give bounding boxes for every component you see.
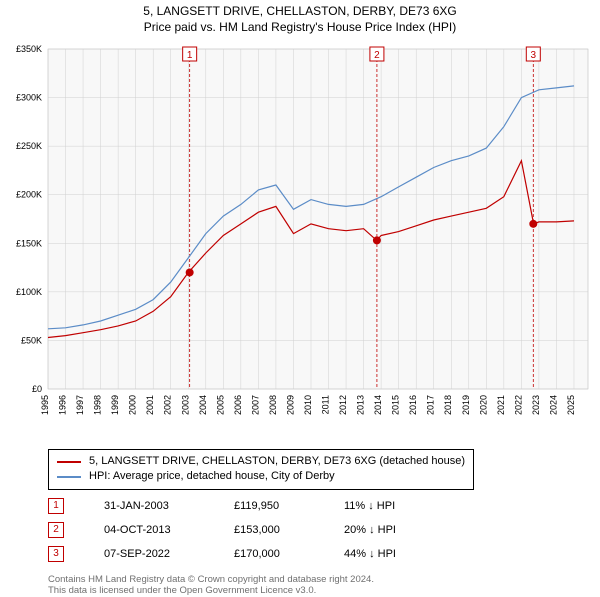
sale-delta: 44% ↓ HPI bbox=[344, 548, 434, 560]
svg-text:2013: 2013 bbox=[356, 395, 366, 415]
legend-swatch bbox=[57, 461, 81, 463]
svg-text:2009: 2009 bbox=[285, 395, 295, 415]
svg-text:£200K: £200K bbox=[16, 190, 42, 200]
svg-text:2000: 2000 bbox=[128, 395, 138, 415]
title-line-2: Price paid vs. HM Land Registry's House … bbox=[0, 20, 600, 36]
copyright-line-1: Contains HM Land Registry data © Crown c… bbox=[48, 574, 374, 585]
sale-row: 1 31-JAN-2003 £119,950 11% ↓ HPI bbox=[48, 494, 434, 518]
svg-text:2011: 2011 bbox=[321, 395, 331, 414]
svg-text:£50K: £50K bbox=[21, 335, 42, 345]
svg-text:£300K: £300K bbox=[16, 93, 42, 103]
svg-text:1998: 1998 bbox=[93, 395, 103, 415]
svg-text:2008: 2008 bbox=[268, 395, 278, 415]
svg-text:2001: 2001 bbox=[145, 395, 155, 415]
legend-swatch bbox=[57, 476, 81, 478]
svg-text:2004: 2004 bbox=[198, 395, 208, 415]
legend-label: HPI: Average price, detached house, City… bbox=[89, 469, 335, 484]
svg-text:2018: 2018 bbox=[443, 395, 453, 415]
svg-text:2003: 2003 bbox=[180, 395, 190, 415]
sale-date: 07-SEP-2022 bbox=[104, 548, 194, 560]
svg-text:£100K: £100K bbox=[16, 287, 42, 297]
svg-text:2007: 2007 bbox=[250, 395, 260, 415]
sale-price: £170,000 bbox=[234, 548, 304, 560]
svg-text:1: 1 bbox=[187, 50, 193, 61]
sale-row: 2 04-OCT-2013 £153,000 20% ↓ HPI bbox=[48, 518, 434, 542]
sale-price: £153,000 bbox=[234, 524, 304, 536]
legend-item: 5, LANGSETT DRIVE, CHELLASTON, DERBY, DE… bbox=[57, 454, 465, 469]
sale-price: £119,950 bbox=[234, 500, 304, 512]
svg-text:2010: 2010 bbox=[303, 395, 313, 415]
svg-text:£150K: £150K bbox=[16, 238, 42, 248]
svg-text:1996: 1996 bbox=[58, 395, 68, 415]
title-line-1: 5, LANGSETT DRIVE, CHELLASTON, DERBY, DE… bbox=[0, 4, 600, 20]
sales-table: 1 31-JAN-2003 £119,950 11% ↓ HPI 2 04-OCT-201… bbox=[48, 494, 434, 566]
svg-text:1995: 1995 bbox=[40, 395, 50, 415]
sale-marker: 1 bbox=[48, 498, 64, 514]
sale-marker: 2 bbox=[48, 522, 64, 538]
svg-text:2014: 2014 bbox=[373, 395, 383, 415]
svg-text:£0: £0 bbox=[32, 384, 42, 394]
svg-text:2024: 2024 bbox=[548, 395, 558, 415]
svg-text:2006: 2006 bbox=[233, 395, 243, 415]
legend-label: 5, LANGSETT DRIVE, CHELLASTON, DERBY, DE… bbox=[89, 454, 465, 469]
svg-text:1999: 1999 bbox=[110, 395, 120, 415]
price-chart: £0£50K£100K£150K£200K£250K£300K£350K1995… bbox=[48, 49, 588, 409]
svg-text:£350K: £350K bbox=[16, 44, 42, 54]
svg-text:2005: 2005 bbox=[215, 395, 225, 415]
svg-text:2025: 2025 bbox=[566, 395, 576, 415]
svg-text:2023: 2023 bbox=[531, 395, 541, 415]
svg-text:2017: 2017 bbox=[426, 395, 436, 415]
legend-item: HPI: Average price, detached house, City… bbox=[57, 469, 465, 484]
svg-text:2015: 2015 bbox=[391, 395, 401, 415]
svg-text:2002: 2002 bbox=[163, 395, 173, 415]
sale-marker: 3 bbox=[48, 546, 64, 562]
svg-text:3: 3 bbox=[531, 50, 537, 61]
svg-text:1997: 1997 bbox=[75, 395, 85, 415]
svg-text:2020: 2020 bbox=[478, 395, 488, 415]
svg-text:2021: 2021 bbox=[496, 395, 506, 415]
chart-title: 5, LANGSETT DRIVE, CHELLASTON, DERBY, DE… bbox=[0, 4, 600, 35]
svg-text:2019: 2019 bbox=[461, 395, 471, 415]
sale-date: 04-OCT-2013 bbox=[104, 524, 194, 536]
sale-date: 31-JAN-2003 bbox=[104, 500, 194, 512]
copyright-line-2: This data is licensed under the Open Gov… bbox=[48, 585, 374, 596]
copyright-notice: Contains HM Land Registry data © Crown c… bbox=[48, 574, 374, 597]
svg-text:£250K: £250K bbox=[16, 141, 42, 151]
sale-delta: 20% ↓ HPI bbox=[344, 524, 434, 536]
svg-text:2012: 2012 bbox=[338, 395, 348, 415]
sale-delta: 11% ↓ HPI bbox=[344, 500, 434, 512]
chart-legend: 5, LANGSETT DRIVE, CHELLASTON, DERBY, DE… bbox=[48, 449, 474, 490]
svg-text:2016: 2016 bbox=[408, 395, 418, 415]
sale-row: 3 07-SEP-2022 £170,000 44% ↓ HPI bbox=[48, 542, 434, 566]
svg-text:2: 2 bbox=[374, 50, 380, 61]
svg-text:2022: 2022 bbox=[513, 395, 523, 415]
